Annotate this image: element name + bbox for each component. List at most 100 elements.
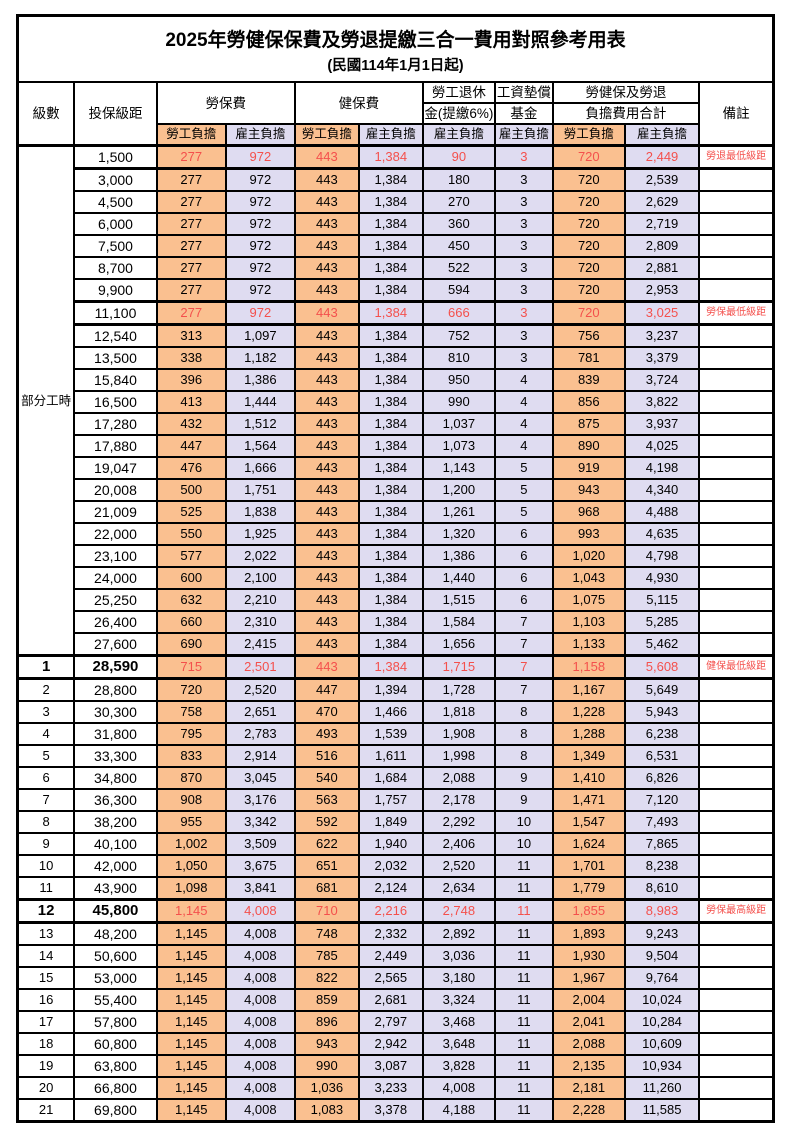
cell-total-employee: 1,020 [551, 544, 626, 568]
cell-health-employer: 1,384 [357, 278, 424, 303]
cell-remark [698, 1098, 775, 1123]
cell-bracket: 25,250 [73, 588, 158, 612]
cell-pension: 180 [421, 167, 496, 192]
cell-pension: 3,324 [421, 988, 496, 1012]
cell-labor-employer: 4,008 [224, 1076, 296, 1100]
cell-labor-employee: 550 [155, 522, 227, 546]
cell-wage-fund: 3 [493, 256, 554, 280]
cell-labor-employer: 4,008 [224, 921, 296, 946]
cell-total-employer: 8,983 [623, 898, 701, 924]
header-health-insurance: 健保費 [293, 81, 424, 125]
cell-labor-employee: 277 [155, 278, 227, 303]
cell-wage-fund: 3 [493, 212, 554, 236]
cell-health-employee: 447 [293, 677, 360, 702]
cell-bracket: 23,100 [73, 544, 158, 568]
cell-pension: 1,200 [421, 478, 496, 502]
table-row: 3 30,300 758 2,651 470 1,466 1,818 8 1,2… [16, 700, 775, 724]
cell-labor-employee: 600 [155, 566, 227, 590]
cell-labor-employee: 1,145 [155, 921, 227, 946]
cell-labor-employee: 277 [155, 144, 227, 170]
cell-labor-employee: 396 [155, 368, 227, 392]
cell-remark [698, 744, 775, 768]
cell-wage-fund: 11 [493, 1054, 554, 1078]
cell-pension: 3,828 [421, 1054, 496, 1078]
cell-bracket: 17,280 [73, 412, 158, 436]
table-row: 9 40,100 1,002 3,509 622 1,940 2,406 10 … [16, 832, 775, 856]
cell-bracket: 55,400 [73, 988, 158, 1012]
cell-remark [698, 456, 775, 480]
cell-wage-fund: 7 [493, 677, 554, 702]
cell-pension: 360 [421, 212, 496, 236]
table-row: 7,500 277 972 443 1,384 450 3 720 2,809 [18, 234, 775, 258]
cell-pension: 3,180 [421, 966, 496, 990]
cell-wage-fund: 7 [493, 610, 554, 634]
cell-labor-employer: 972 [224, 278, 296, 303]
cell-bracket: 28,590 [73, 654, 158, 680]
cell-labor-employee: 1,050 [155, 854, 227, 878]
title-cell: 2025年勞健保保費及勞退提繳三合一費用對照參考用表 (民國114年1月1日起) [16, 14, 775, 83]
cell-health-employer: 1,384 [357, 456, 424, 480]
cell-health-employee: 443 [293, 434, 360, 458]
cell-remark [698, 832, 775, 856]
cell-bracket: 34,800 [73, 766, 158, 790]
cell-health-employer: 1,384 [357, 300, 424, 326]
cell-remark [698, 500, 775, 524]
cell-level: 6 [16, 766, 76, 790]
cell-labor-employer: 972 [224, 144, 296, 170]
cell-remark [698, 434, 775, 458]
cell-labor-employer: 2,415 [224, 632, 296, 657]
header-level: 級數 [16, 81, 76, 147]
cell-wage-fund: 3 [493, 278, 554, 303]
table-row: 26,400 660 2,310 443 1,384 1,584 7 1,103… [18, 610, 775, 634]
cell-bracket: 50,600 [73, 944, 158, 968]
cell-wage-fund: 3 [493, 167, 554, 192]
table-row: 14 50,600 1,145 4,008 785 2,449 3,036 11… [16, 944, 775, 968]
cell-pension: 594 [421, 278, 496, 303]
cell-level: 5 [16, 744, 76, 768]
cell-total-employee: 1,158 [551, 654, 626, 680]
cell-bracket: 16,500 [73, 390, 158, 414]
cell-total-employee: 839 [551, 368, 626, 392]
cell-level: 2 [16, 677, 76, 702]
fee-table: 2025年勞健保保費及勞退提繳三合一費用對照參考用表 (民國114年1月1日起)… [16, 14, 775, 1123]
table-row: 25,250 632 2,210 443 1,384 1,515 6 1,075… [18, 588, 775, 612]
cell-level: 17 [16, 1010, 76, 1034]
cell-health-employee: 822 [293, 966, 360, 990]
cell-pension: 1,998 [421, 744, 496, 768]
header-labor-employee-share: 勞工負擔 [155, 123, 227, 147]
cell-health-employer: 2,216 [357, 898, 424, 924]
cell-wage-fund: 11 [493, 876, 554, 901]
cell-labor-employer: 2,783 [224, 722, 296, 746]
cell-health-employer: 1,849 [357, 810, 424, 834]
cell-wage-fund: 3 [493, 346, 554, 370]
cell-wage-fund: 11 [493, 1098, 554, 1123]
cell-pension: 1,515 [421, 588, 496, 612]
cell-labor-employee: 1,145 [155, 1010, 227, 1034]
cell-pension: 666 [421, 300, 496, 326]
cell-labor-employer: 1,564 [224, 434, 296, 458]
cell-health-employee: 443 [293, 588, 360, 612]
cell-bracket: 69,800 [73, 1098, 158, 1123]
cell-total-employer: 2,449 [623, 144, 701, 170]
cell-health-employee: 651 [293, 854, 360, 878]
cell-health-employer: 2,797 [357, 1010, 424, 1034]
cell-labor-employer: 4,008 [224, 1054, 296, 1078]
table-row: 17 57,800 1,145 4,008 896 2,797 3,468 11… [16, 1010, 775, 1034]
cell-wage-fund: 4 [493, 368, 554, 392]
cell-level: 21 [16, 1098, 76, 1123]
cell-remark: 健保最低級距 [698, 654, 775, 680]
table-row: 21 69,800 1,145 4,008 1,083 3,378 4,188 … [16, 1098, 775, 1123]
cell-labor-employee: 1,002 [155, 832, 227, 856]
cell-total-employee: 1,471 [551, 788, 626, 812]
cell-total-employer: 3,724 [623, 368, 701, 392]
cell-health-employer: 2,124 [357, 876, 424, 901]
cell-total-employee: 720 [551, 167, 626, 192]
cell-health-employer: 1,384 [357, 144, 424, 170]
cell-remark [698, 346, 775, 370]
cell-labor-employee: 833 [155, 744, 227, 768]
cell-health-employer: 3,233 [357, 1076, 424, 1100]
cell-wage-fund: 8 [493, 722, 554, 746]
cell-total-employee: 1,075 [551, 588, 626, 612]
cell-total-employer: 9,764 [623, 966, 701, 990]
